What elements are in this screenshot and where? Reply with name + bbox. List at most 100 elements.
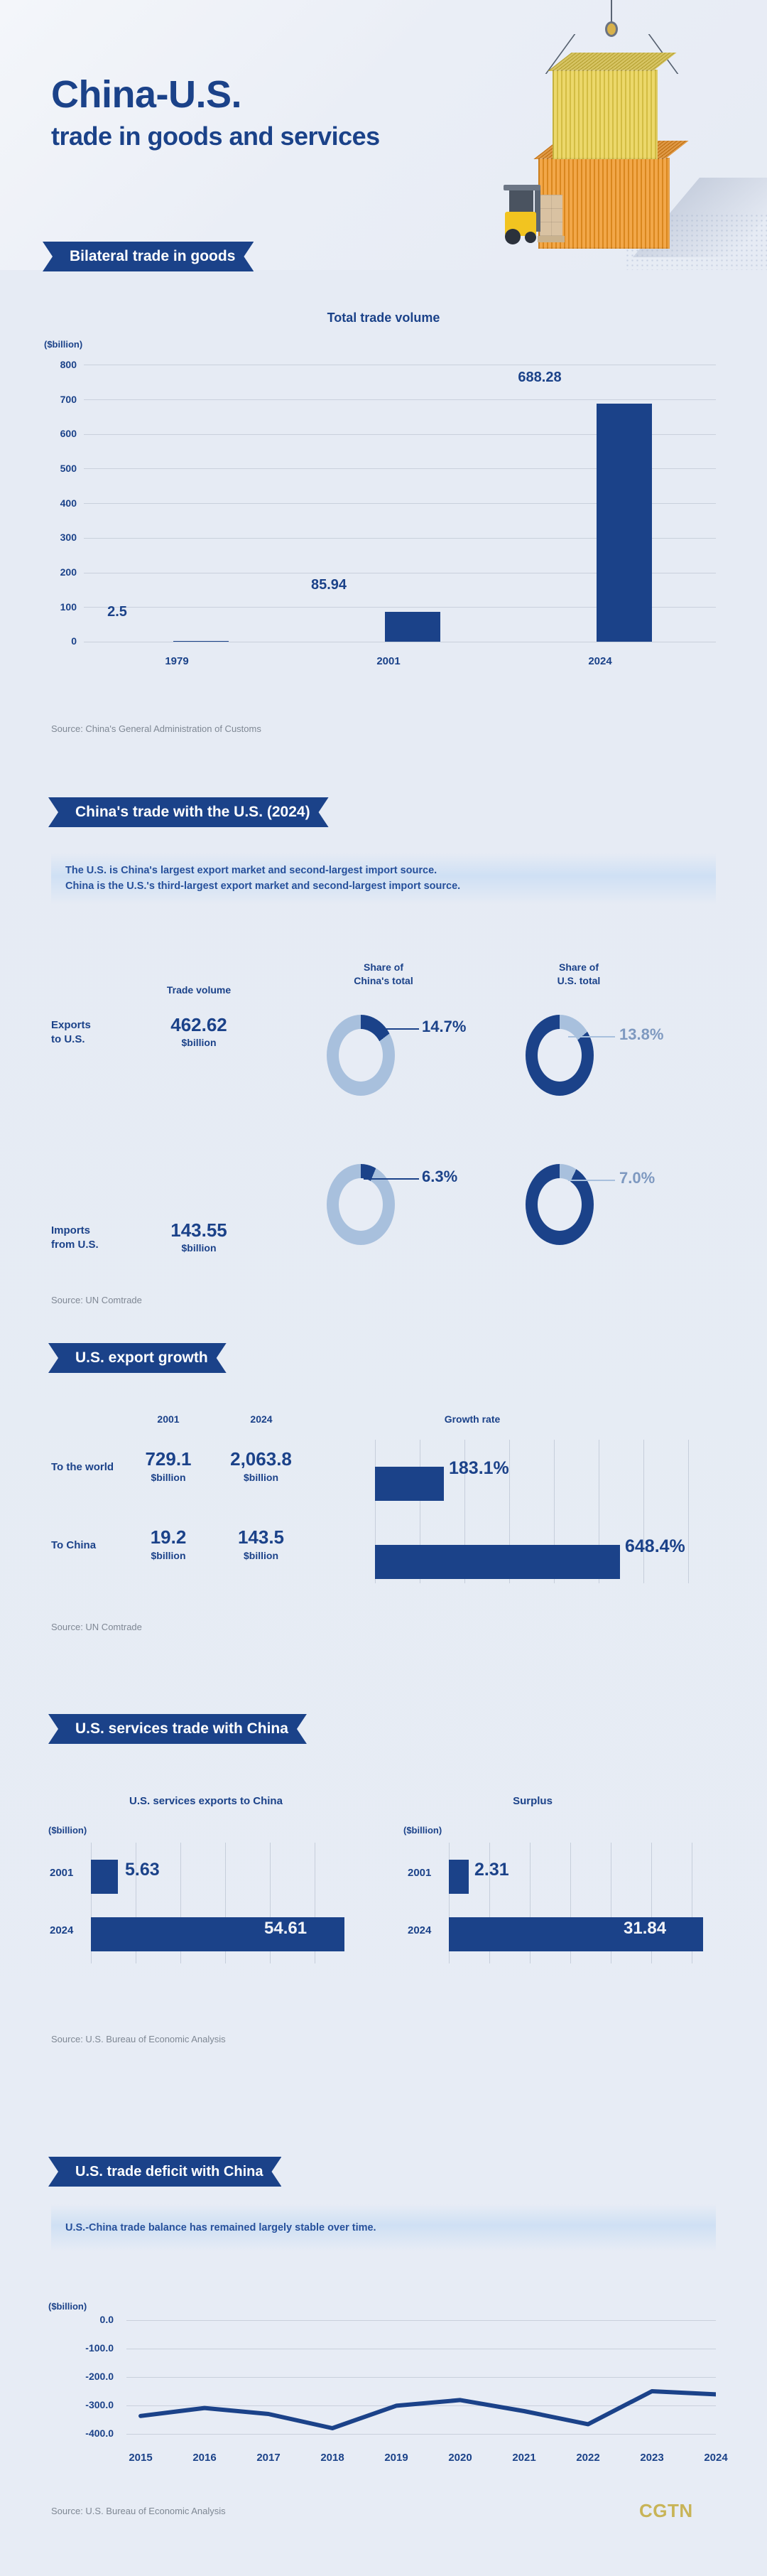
deficit-xtick-2022: 2022 xyxy=(576,2452,600,2464)
donut-hole-4 xyxy=(538,1178,582,1231)
gridline-300 xyxy=(84,537,716,539)
source-bilateral-trade: Source: China's General Administration o… xyxy=(51,723,261,734)
svc-vgrid-3 xyxy=(225,1843,226,1963)
note-line-2: China is the U.S.'s third-largest export… xyxy=(65,880,461,893)
col-header-share-china-l1: Share of xyxy=(363,961,403,973)
leader-line-6-3 xyxy=(364,1178,419,1180)
forklift-cab xyxy=(509,190,533,213)
unit-exports-to-us: $billion xyxy=(181,1037,217,1048)
ytick-200: 200 xyxy=(60,566,77,578)
donut-hole-3 xyxy=(339,1178,383,1231)
row-label-to-china: To China xyxy=(51,1539,97,1551)
bar-surplus-2001 xyxy=(449,1860,469,1894)
row-label-imports-from-us: Imports from U.S. xyxy=(51,1224,151,1253)
svc-vgrid-4 xyxy=(270,1843,271,1963)
ytick-600: 600 xyxy=(60,428,77,439)
unit-2001-to-the-world: $billion xyxy=(151,1472,186,1483)
y-axis-unit-services-exports: ($billion) xyxy=(48,1825,87,1836)
deficit-ytick-0: 0.0 xyxy=(99,2314,114,2325)
yellow-container-face xyxy=(553,70,658,159)
chart-title-total-trade-volume: Total trade volume xyxy=(327,311,440,325)
ytick-0: 0 xyxy=(71,635,77,647)
deficit-xtick-2023: 2023 xyxy=(640,2452,664,2464)
col-header-2024: 2024 xyxy=(250,1413,273,1425)
ytick-800: 800 xyxy=(60,359,77,370)
donut-hole-2 xyxy=(538,1029,582,1082)
pct-imports-share-of-us-total: 7.0% xyxy=(619,1169,656,1187)
row-label-exports-to-us: Exports to U.S. xyxy=(51,1018,143,1047)
cargo-box-icon xyxy=(540,195,562,236)
sur-vgrid-3 xyxy=(570,1843,571,1963)
note-line-1: The U.S. is China's largest export marke… xyxy=(65,865,437,876)
forklift-icon xyxy=(501,180,565,246)
forklift-roof xyxy=(504,185,540,190)
value-2001-to-the-world: 729.1 xyxy=(145,1448,192,1470)
deficit-gridline-0 xyxy=(126,2320,716,2321)
note-us-trade-deficit: U.S.-China trade balance has remained la… xyxy=(51,2204,716,2252)
bar-services-exports-2001 xyxy=(91,1860,118,1894)
deficit-gridline-200 xyxy=(126,2377,716,2378)
vgridline-0 xyxy=(375,1440,376,1583)
source-un-comtrade-1: Source: UN Comtrade xyxy=(51,1295,142,1305)
col-header-share-us: Share of U.S. total xyxy=(508,961,650,988)
source-un-comtrade-2: Source: UN Comtrade xyxy=(51,1622,142,1632)
section-banner-us-export-growth[interactable]: U.S. export growth xyxy=(48,1343,227,1373)
ytick-100: 100 xyxy=(60,601,77,613)
value-exports-to-us: 462.62 xyxy=(170,1014,227,1035)
deficit-xtick-2019: 2019 xyxy=(384,2452,408,2464)
xtick-2001: 2001 xyxy=(376,655,401,667)
pct-imports-share-of-china-total: 6.3% xyxy=(422,1168,458,1185)
col-header-share-us-l2: U.S. total xyxy=(557,974,601,986)
section-banner-chinas-trade-with-us[interactable]: China's trade with the U.S. (2024) xyxy=(48,797,329,827)
vgridline-2 xyxy=(464,1440,465,1583)
yellow-container-icon xyxy=(548,53,677,159)
section-banner-us-trade-deficit[interactable]: U.S. trade deficit with China xyxy=(48,2157,281,2187)
unit-2024-to-china: $billion xyxy=(244,1550,278,1561)
col-header-share-us-l1: Share of xyxy=(558,961,599,973)
deficit-ytick-100: -100.0 xyxy=(85,2342,114,2354)
chart-title-services-exports: U.S. services exports to China xyxy=(129,1795,283,1807)
leader-line-7-0 xyxy=(568,1180,615,1181)
chart-us-services-surplus xyxy=(449,1843,719,1963)
gridline-600 xyxy=(84,433,716,435)
pct-exports-share-of-china-total: 14.7% xyxy=(422,1018,467,1035)
bar-2024 xyxy=(597,403,652,642)
deficit-line-series xyxy=(138,2389,716,2430)
row-label-to-the-world: To the world xyxy=(51,1461,114,1473)
row-label-imports-l1: Imports xyxy=(51,1224,91,1236)
vgridline-7 xyxy=(688,1440,689,1583)
leader-line-14-7 xyxy=(368,1028,419,1030)
y-axis-unit-surplus: ($billion) xyxy=(403,1825,442,1836)
deficit-gridline-300 xyxy=(126,2405,716,2406)
y-axis-unit-total-trade-volume: ($billion) xyxy=(44,339,83,350)
y-axis-unit-trade-deficit: ($billion) xyxy=(48,2301,87,2312)
col-header-share-china: Share of China's total xyxy=(312,961,455,988)
value-services-exports-2001: 5.63 xyxy=(125,1860,160,1880)
yr-label-surplus-2001: 2001 xyxy=(408,1867,432,1879)
deficit-xtick-2018: 2018 xyxy=(320,2452,344,2464)
bar-1979 xyxy=(173,640,229,642)
sur-vgrid-0 xyxy=(449,1843,450,1963)
crane-hook-icon xyxy=(605,21,618,37)
section-banner-bilateral-trade-in-goods[interactable]: Bilateral trade in goods xyxy=(43,242,254,271)
deficit-xtick-2016: 2016 xyxy=(192,2452,217,2464)
value-surplus-2001: 2.31 xyxy=(474,1860,509,1880)
value-2024-to-the-world: 2,063.8 xyxy=(230,1448,292,1470)
page-title-line1: China-U.S. xyxy=(51,73,242,116)
xtick-1979: 1979 xyxy=(165,655,189,667)
vgridline-3 xyxy=(509,1440,510,1583)
bar-value-2024: 688.28 xyxy=(518,370,562,385)
svc-vgrid-0 xyxy=(91,1843,92,1963)
chart-title-surplus: Surplus xyxy=(513,1795,553,1807)
col-header-growth-rate: Growth rate xyxy=(444,1413,501,1425)
section-banner-us-services-trade[interactable]: U.S. services trade with China xyxy=(48,1714,307,1744)
bar-services-exports-2024 xyxy=(91,1917,344,1951)
forklift-wheel-rear xyxy=(525,232,536,243)
forklift-wheel-front xyxy=(505,229,521,244)
value-surplus-2024: 31.84 xyxy=(624,1919,667,1938)
hero-section: China-U.S. trade in goods and services xyxy=(0,0,767,270)
ytick-700: 700 xyxy=(60,394,77,405)
leader-line-13-8 xyxy=(568,1036,615,1038)
sur-vgrid-1 xyxy=(489,1843,490,1963)
note-chinas-trade-with-us: The U.S. is China's largest export marke… xyxy=(51,853,716,905)
